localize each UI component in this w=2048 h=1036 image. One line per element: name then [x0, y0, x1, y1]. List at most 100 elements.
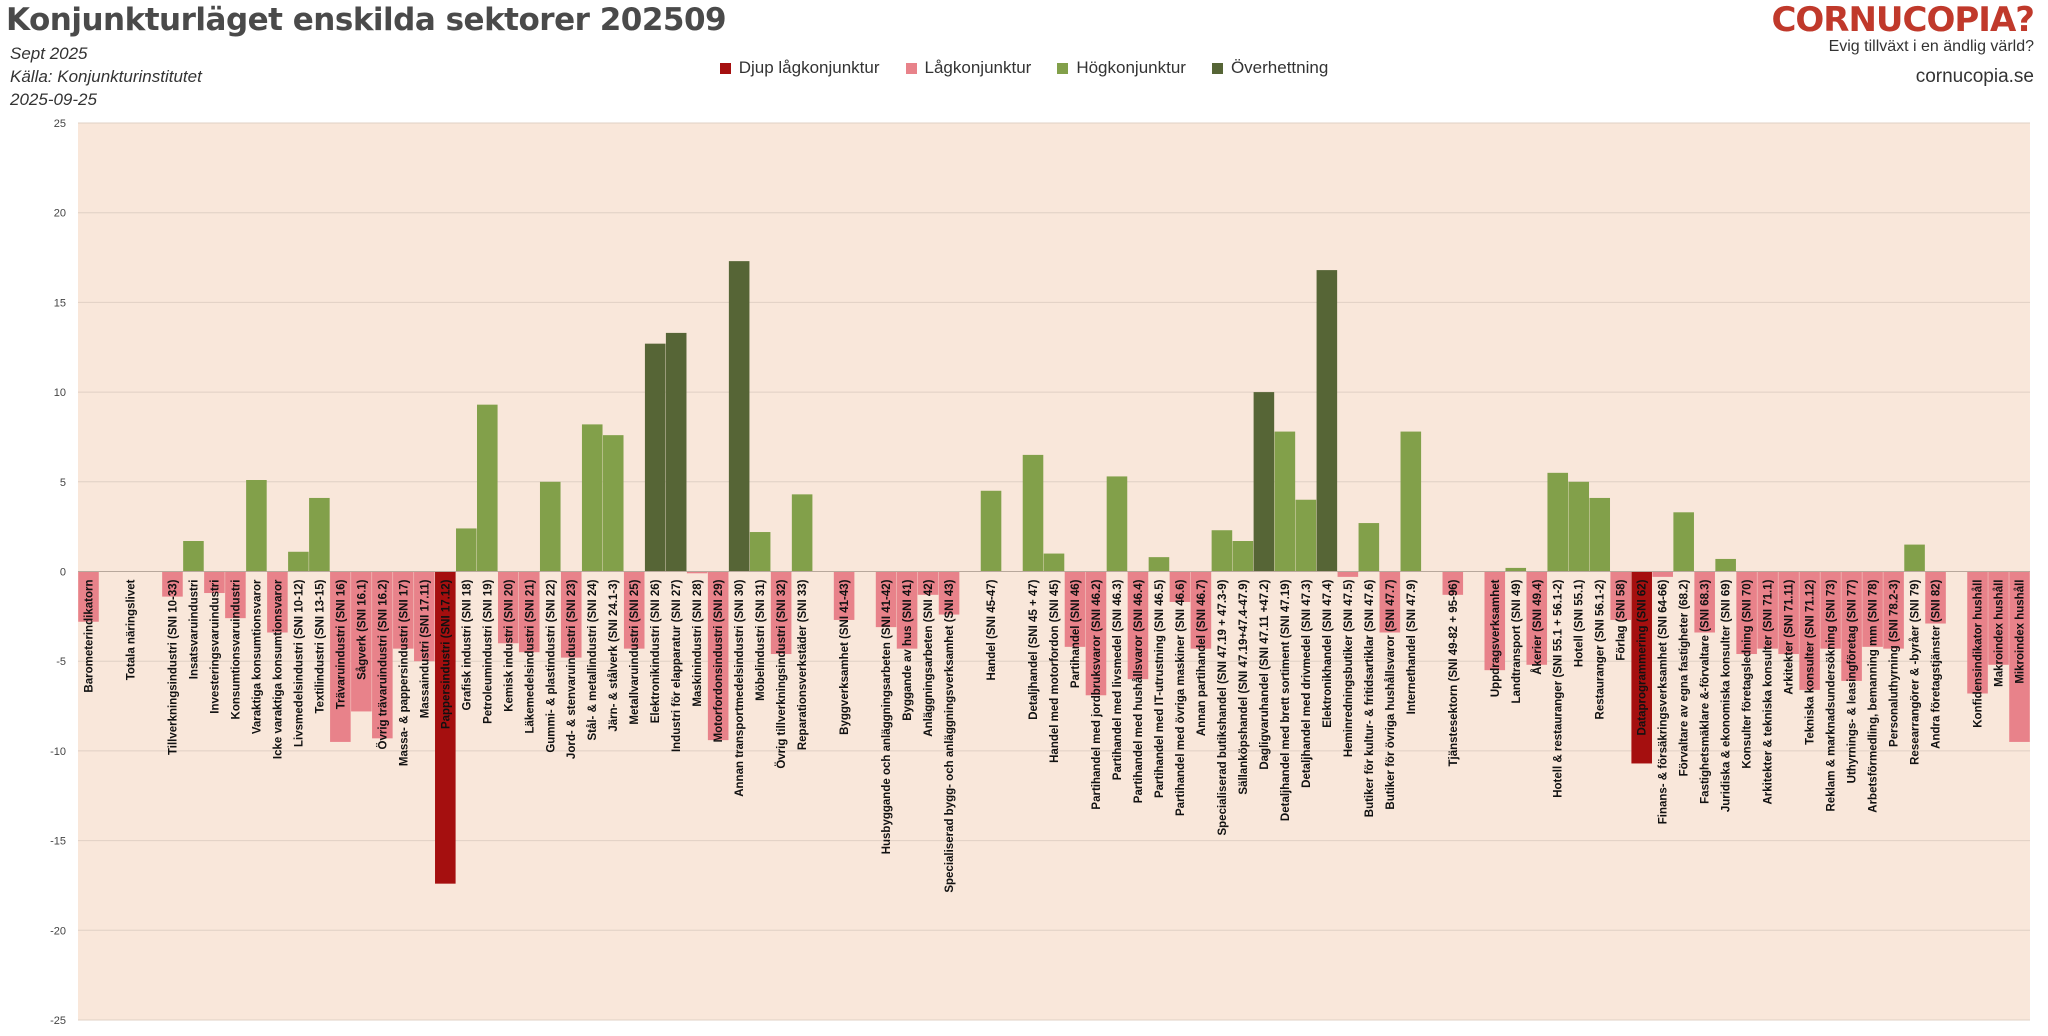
y-tick-label: 10: [54, 387, 66, 399]
legend-item: Överhettning: [1211, 58, 1329, 78]
x-tick-label: Livsmedelsindustri (SNI 10-12): [293, 579, 305, 747]
bar: [1169, 571, 1191, 602]
x-tick-label: Mikroindex hushåll: [2015, 580, 2027, 684]
bar: [1526, 571, 1548, 665]
x-tick-label: Arbetsförmedling, bemanning mm (SNI 78): [1868, 579, 1880, 812]
bar: [1295, 499, 1317, 572]
x-tick-label: Landtransport (SNI 49): [1511, 579, 1523, 703]
bar: [1358, 523, 1380, 572]
y-tick-label: -10: [50, 746, 66, 758]
bar: [1400, 431, 1422, 572]
bar: [288, 551, 309, 572]
bar: [497, 571, 519, 644]
bar: [581, 424, 603, 572]
y-tick-label: 20: [54, 208, 66, 220]
x-tick-label: Metallvaruindustri (SNI 25): [629, 579, 641, 724]
bar: [330, 571, 351, 742]
y-tick-label: -15: [50, 836, 66, 848]
bar: [1505, 567, 1527, 572]
x-tick-label: Övrig trävaruindustri (SNI 16.2): [376, 579, 389, 749]
x-tick-label: Grafisk industri (SNI 18): [461, 579, 473, 710]
x-tick-label: Maskinindustri (SNI 28): [692, 579, 704, 706]
x-tick-label: Varaktiga konsumtionsvaror: [251, 579, 263, 734]
bar: [1862, 571, 1883, 647]
x-tick-label: Uthyrnings- & leasingföretag (SNI 77): [1847, 579, 1859, 783]
legend-item: Djup lågkonjunktur: [719, 58, 880, 78]
x-tick-label: Dataprogrammering (SNI 62): [1637, 579, 1649, 735]
x-tick-label: Massaindustri (SNI 17.11): [419, 579, 431, 718]
bar: [896, 571, 918, 649]
x-tick-label: Sällanköpshandel (SNI 47.19+47.4-47.9): [1238, 579, 1250, 794]
legend-swatch: [1211, 62, 1223, 74]
x-tick-label: Makroindex hushåll: [1994, 580, 2006, 687]
bar: [414, 571, 435, 662]
brand-url[interactable]: cornucopia.se: [1915, 66, 2034, 87]
bar: [477, 404, 498, 572]
x-tick-label: Fastighetsmäklare &-förvaltare (SNI 68.3…: [1700, 579, 1712, 804]
bar: [1715, 558, 1736, 572]
bar: [78, 571, 99, 622]
bar: [1064, 571, 1086, 647]
x-tick-label: Partihandel med IT-utrustning (SNI 46.5): [1154, 579, 1166, 798]
bar: [938, 571, 960, 615]
x-tick-label: Förvaltare av egna fastigheter (68.2): [1679, 579, 1691, 776]
x-tick-label: Massa- & pappersindustri (SNI 17): [398, 579, 410, 766]
bar: [351, 571, 372, 712]
cornucopia-logo: CORNUCOPIA?: [1771, 0, 2035, 40]
x-tick-label: Barometerindikatorn: [83, 580, 95, 693]
bar: [1274, 431, 1296, 572]
bar: [665, 332, 687, 572]
bar: [1799, 571, 1820, 690]
x-tick-label: Uppdragsverksamhet: [1490, 579, 1502, 697]
bar: [1841, 571, 1862, 681]
chart-legend: Djup lågkonjunktur Lågkonjunktur Högkonj…: [0, 58, 2048, 78]
y-tick-label: -25: [50, 1015, 66, 1027]
bar: [749, 532, 771, 572]
bar: [1253, 392, 1275, 572]
bar: [309, 497, 330, 572]
bar: [623, 571, 645, 649]
x-tick-label: Arkitekter (SNI 71.11): [1784, 579, 1796, 694]
x-tick-label: Butiker för övriga hushållsvaror (SNI 47…: [1385, 579, 1397, 809]
bar: [875, 571, 897, 628]
x-tick-label: Partihandel med jordbruksvaror (SNI 46.2…: [1091, 579, 1103, 809]
bar: [539, 481, 561, 572]
legend-swatch: [905, 62, 917, 74]
bar: [1778, 571, 1799, 655]
x-tick-label: Annan partihandel (SNI 46.7): [1196, 579, 1208, 736]
x-tick-label: Husbyggande och anläggningsarbeten (SNI …: [881, 579, 893, 854]
x-tick-label: Internethandel (SNI 47.9): [1406, 579, 1418, 714]
x-tick-label: Totala näringslivet: [125, 579, 137, 680]
bar: [518, 571, 540, 653]
bar: [1316, 270, 1338, 572]
x-tick-label: Möbelindustri (SNI 31): [755, 579, 767, 701]
x-tick-label: Butiker för kultur- & fritidsartiklar (S…: [1364, 579, 1376, 817]
x-tick-label: Annan transportmedelsindustri (SNI 30): [734, 579, 746, 796]
legend-label: Överhettning: [1230, 58, 1329, 77]
x-tick-label: Specialiserad bygg- och anläggningsverks…: [944, 579, 956, 892]
chart-published-date: 2025-09-25: [10, 90, 97, 109]
bar: [1589, 497, 1611, 572]
x-tick-label: Elektronikhandel (SNI 47.4): [1322, 579, 1334, 727]
x-tick-label: Andra företagstjänster (SNI 82): [1931, 579, 1943, 749]
bar: [980, 490, 1002, 572]
x-tick-label: Arkitekter & tekniska konsulter (SNI 71.…: [1763, 579, 1775, 804]
brand-slogan: Evig tillväxt i en ändlig värld?: [1828, 38, 2034, 55]
bar: [728, 261, 750, 572]
x-tick-label: Insatsvaruindustri: [188, 580, 200, 680]
legend-label: Lågkonjunktur: [924, 58, 1032, 77]
x-tick-label: Övrig tillverkningsindustri (SNI 32): [775, 579, 788, 768]
bar: [183, 541, 204, 572]
bar: [1820, 571, 1841, 649]
legend-swatch: [1057, 62, 1069, 74]
chart-date: Sept 2025: [10, 44, 88, 63]
bar: [225, 571, 246, 619]
bar: [1568, 481, 1590, 572]
x-tick-label: Gummi- & plastindustri (SNI 22): [545, 579, 557, 752]
x-tick-label: Läkemedelsindustri (SNI 21): [524, 579, 536, 733]
bar: [1904, 544, 1925, 572]
x-tick-label: Juridiska & ekonomiska konsulter (SNI 69…: [1721, 579, 1733, 812]
y-tick-label: 5: [60, 477, 66, 489]
bar: [1988, 571, 2009, 665]
